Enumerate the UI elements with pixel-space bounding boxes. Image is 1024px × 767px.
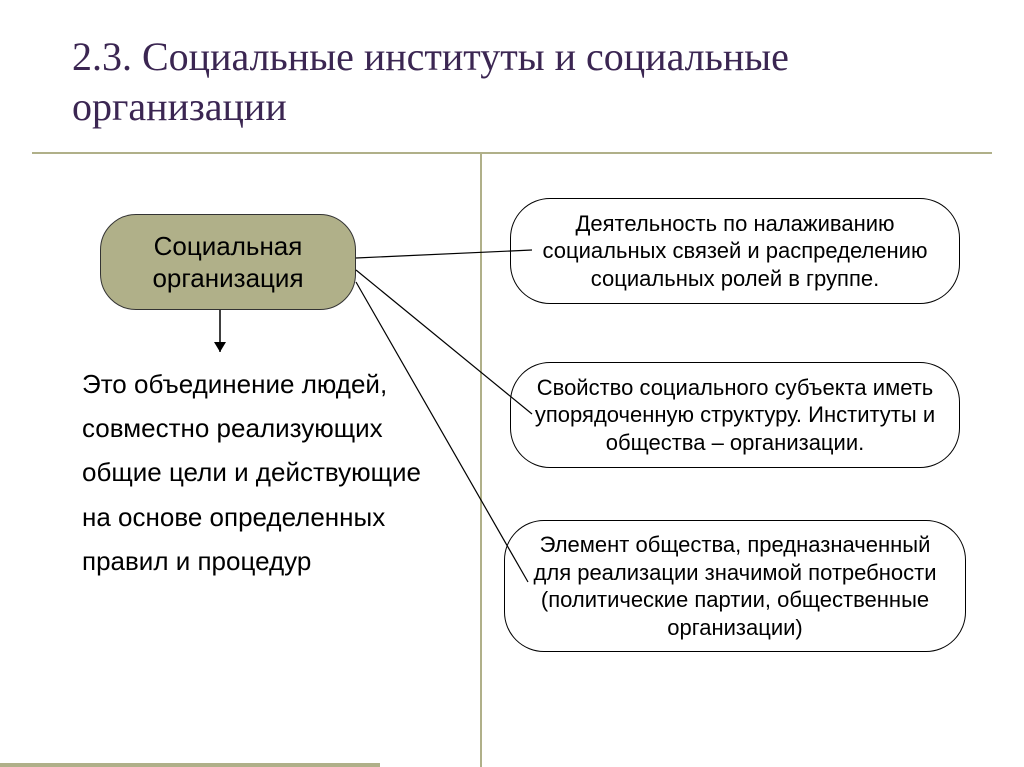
definition-box-2: Свойство социального субъекта иметь упор… xyxy=(510,362,960,468)
definition-box-1-text: Деятельность по налаживанию социальных с… xyxy=(527,210,943,293)
definition-box-1: Деятельность по налаживанию социальных с… xyxy=(510,198,960,304)
main-node-label: Социальная организация xyxy=(101,230,355,295)
definition-text: Это объединение людей, совместно реализу… xyxy=(82,362,442,583)
definition-box-2-text: Свойство социального субъекта иметь упор… xyxy=(527,374,943,457)
bottom-accent xyxy=(0,763,380,767)
definition-box-3-text: Элемент общества, предназначенный для ре… xyxy=(521,531,949,641)
main-node: Социальная организация xyxy=(100,214,356,310)
title-underline xyxy=(32,152,992,154)
vertical-divider xyxy=(480,152,482,767)
slide-title: 2.3. Социальные институты и социальные о… xyxy=(72,32,952,132)
definition-box-3: Элемент общества, предназначенный для ре… xyxy=(504,520,966,652)
